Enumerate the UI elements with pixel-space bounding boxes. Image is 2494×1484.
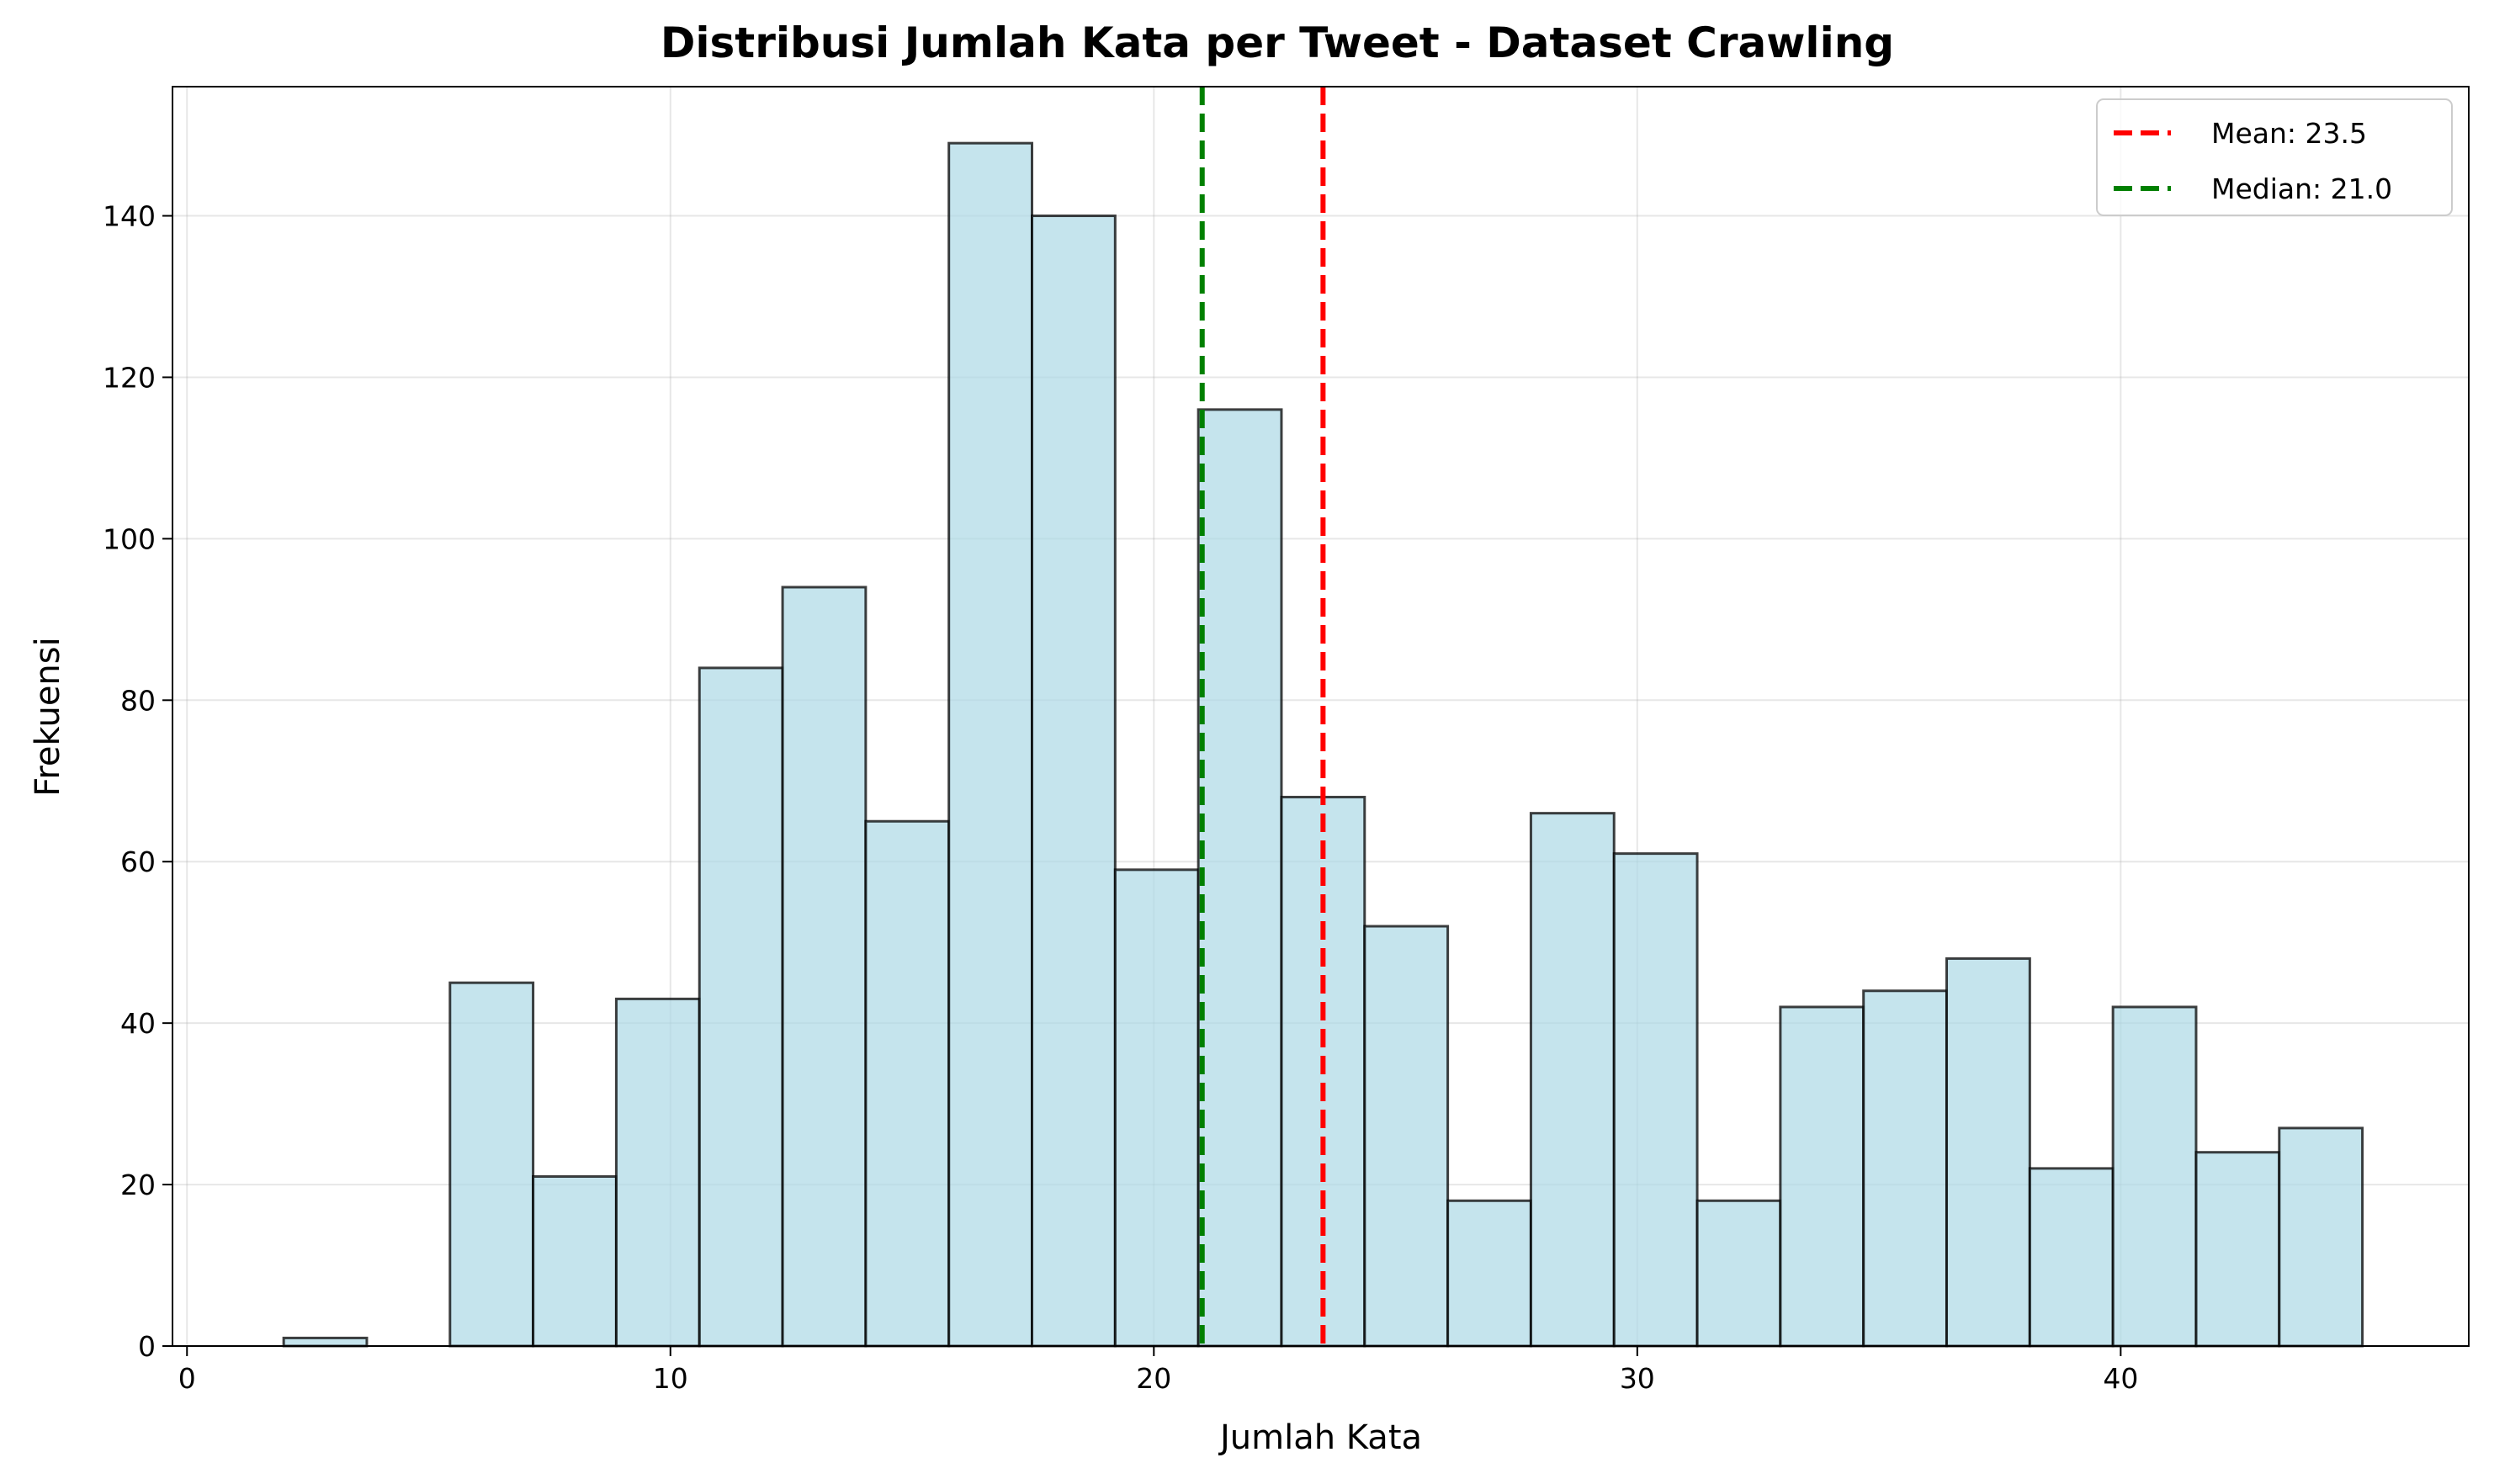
x-tick-label: 20 (1136, 1362, 1171, 1395)
x-tick-label: 10 (653, 1362, 688, 1395)
x-tick-label: 30 (1620, 1362, 1655, 1395)
histogram-bar (947, 141, 1034, 1348)
y-axis-ticks: 0 20 40 60 80 100 120 140 (103, 200, 172, 1363)
histogram-bar (1612, 852, 1699, 1348)
histogram-bar (1031, 215, 1117, 1348)
y-tick-label: 40 (120, 1007, 156, 1040)
histogram-bar (2194, 1151, 2281, 1348)
y-tick-label: 120 (103, 361, 156, 394)
legend-label: Median: 21.0 (2211, 172, 2392, 205)
x-tick-label: 0 (178, 1362, 196, 1395)
x-tick-label: 40 (2103, 1362, 2138, 1395)
histogram-bar (2111, 1005, 2198, 1348)
y-tick-label: 0 (138, 1330, 156, 1363)
histogram-bar (282, 1336, 369, 1348)
y-tick-label: 80 (120, 684, 156, 717)
y-tick-label: 140 (103, 200, 156, 233)
plot-frame (172, 86, 2470, 1347)
legend-box (2096, 98, 2453, 216)
histogram-bar (1363, 925, 1450, 1348)
x-axis-label: Jumlah Kata (1218, 1418, 1422, 1457)
histogram-bars (282, 141, 2364, 1348)
histogram-bar (864, 819, 951, 1348)
y-tick-label: 20 (120, 1169, 156, 1201)
histogram-bar (1529, 812, 1616, 1348)
histogram-bar (2028, 1167, 2115, 1348)
histogram-bar (1695, 1199, 1782, 1348)
y-axis-label: Frekuensi (29, 637, 67, 796)
histogram-bar (781, 586, 868, 1348)
legend: Mean: 23.5 Median: 21.0 (2096, 98, 2453, 216)
histogram-bar (532, 1174, 618, 1348)
histogram-bar (1862, 989, 1949, 1348)
y-tick-label: 100 (103, 522, 156, 555)
chart-title: Distribusi Jumlah Kata per Tweet - Datas… (661, 19, 1894, 67)
histogram-bar (1779, 1005, 1865, 1348)
histogram-bar (1446, 1199, 1532, 1348)
histogram-bar (698, 666, 784, 1348)
x-axis-ticks: 0 10 20 30 40 (178, 1346, 2138, 1395)
histogram-bar (1197, 408, 1283, 1348)
histogram-bar (614, 997, 701, 1348)
reference-lines (1199, 87, 1326, 1346)
y-tick-label: 60 (120, 845, 156, 878)
histogram-bar (448, 981, 535, 1348)
histogram-bar (1113, 868, 1200, 1348)
legend-label: Mean: 23.5 (2211, 117, 2367, 150)
histogram-bar (2278, 1126, 2364, 1348)
histogram-bar (1945, 957, 2031, 1348)
